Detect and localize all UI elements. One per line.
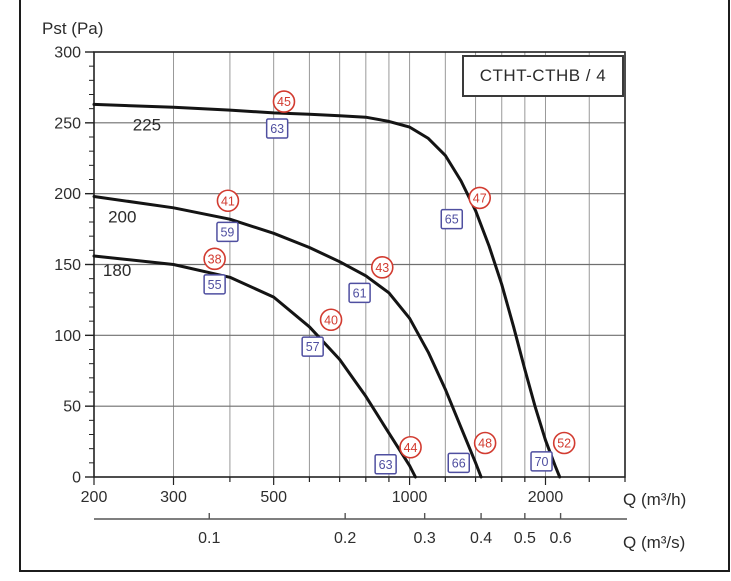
curve-label-225: 225	[133, 115, 161, 134]
y-tick-label: 150	[54, 257, 81, 274]
x-tick-label: 500	[260, 489, 287, 506]
y-tick-label: 200	[54, 186, 81, 203]
marker-square-value: 55	[208, 278, 222, 292]
marker-circle-value: 44	[404, 441, 418, 455]
marker-circle-value: 45	[277, 95, 291, 109]
marker-circle-value: 52	[557, 437, 571, 451]
marker-square-value: 61	[353, 286, 367, 300]
x-axis-secondary-title: Q (m³/s)	[623, 533, 686, 552]
secondary-tick-label: 0.6	[549, 530, 571, 547]
y-tick-label: 0	[72, 470, 81, 487]
marker-square-value: 65	[445, 213, 459, 227]
marker-circle-45	[272, 90, 296, 113]
y-tick-label: 300	[54, 45, 81, 62]
secondary-tick-label: 0.3	[414, 530, 436, 547]
chart-title-box: CTHT-CTHB / 4	[462, 55, 624, 97]
y-axis-title: Pst (Pa)	[42, 19, 104, 38]
curve-180	[92, 254, 417, 479]
marker-circle-43	[370, 256, 394, 279]
marker-square-65	[440, 208, 464, 230]
marker-square-55	[203, 274, 226, 295]
marker-square-63	[374, 454, 397, 475]
marker-circle-47	[468, 186, 492, 210]
marker-square-61	[348, 282, 371, 304]
marker-circle-48	[473, 431, 497, 455]
marker-circle-52	[552, 431, 576, 455]
marker-circle-41	[216, 189, 240, 213]
marker-circle-value: 47	[473, 191, 487, 205]
marker-circle-value: 43	[375, 261, 389, 275]
marker-square-59	[216, 221, 239, 243]
curve-225	[92, 102, 562, 479]
x-tick-label: 200	[81, 489, 108, 506]
curve-200	[92, 195, 483, 479]
marker-circle-44	[399, 435, 422, 459]
curve-label-180: 180	[103, 261, 131, 280]
marker-square-70	[530, 451, 553, 472]
marker-circle-value: 40	[324, 313, 338, 327]
secondary-tick-label: 0.5	[514, 530, 536, 547]
y-tick-label: 50	[63, 399, 81, 416]
marker-circle-40	[319, 308, 343, 332]
marker-square-value: 59	[220, 225, 234, 239]
marker-circle-38	[203, 247, 226, 271]
marker-square-value: 63	[270, 122, 284, 136]
y-tick-label: 100	[54, 328, 81, 345]
secondary-tick-label: 0.4	[470, 530, 492, 547]
secondary-tick-label: 0.2	[334, 530, 356, 547]
marker-square-value: 63	[379, 458, 393, 472]
secondary-tick-label: 0.1	[198, 530, 220, 547]
x-tick-label: 2000	[528, 489, 564, 506]
marker-square-66	[447, 452, 471, 474]
marker-circle-value: 38	[208, 252, 222, 266]
page-frame	[19, 0, 730, 572]
x-tick-label: 300	[160, 489, 187, 506]
marker-circle-value: 48	[478, 437, 492, 451]
y-tick-label: 250	[54, 115, 81, 132]
marker-square-57	[301, 336, 324, 357]
marker-circle-value: 41	[221, 194, 235, 208]
marker-square-63	[265, 118, 289, 139]
marker-square-value: 70	[535, 455, 549, 469]
x-tick-label: 1000	[392, 489, 428, 506]
marker-square-value: 57	[306, 340, 320, 354]
curve-label-200: 200	[108, 207, 136, 226]
x-axis-title: Q (m³/h)	[623, 490, 687, 509]
marker-square-value: 66	[452, 456, 466, 470]
